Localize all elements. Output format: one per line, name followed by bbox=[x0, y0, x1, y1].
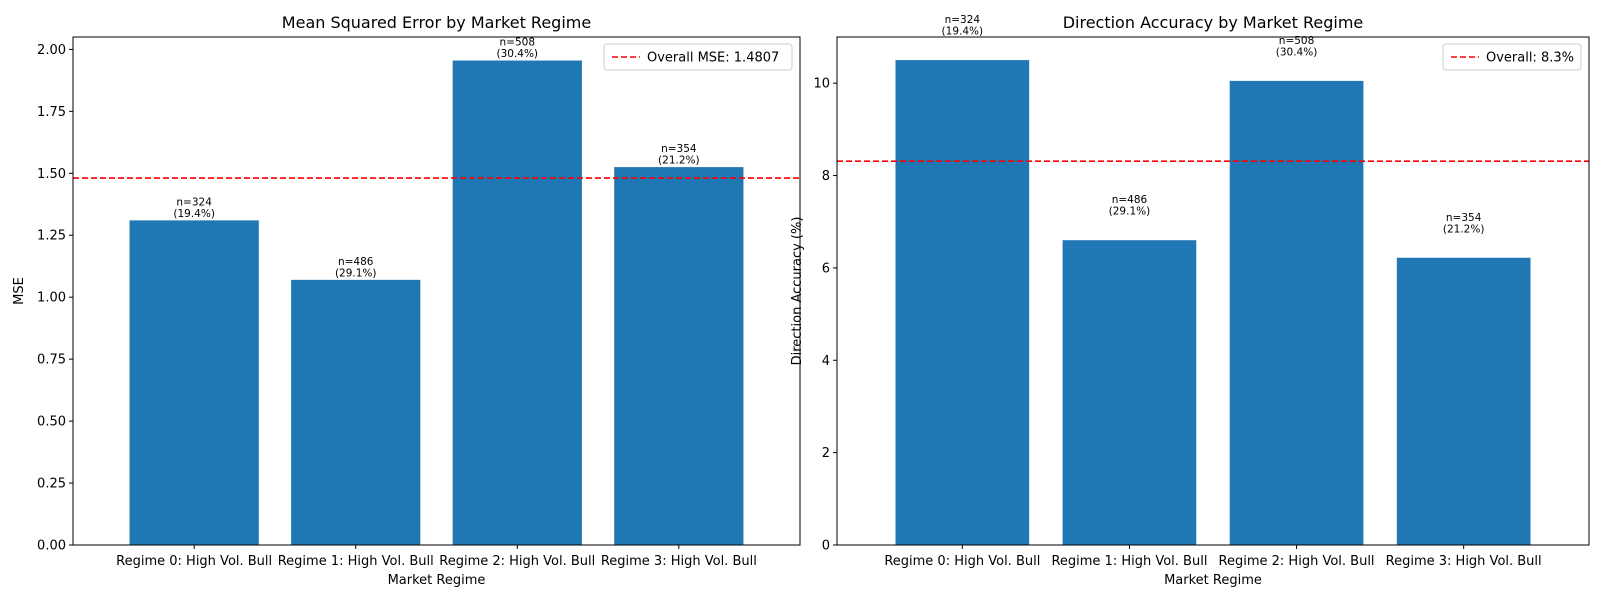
bar-label-line: n=324 bbox=[945, 14, 981, 26]
x-tick-label: Regime 3: High Vol. Bull bbox=[601, 554, 757, 569]
y-tick-label: 1.00 bbox=[37, 291, 66, 306]
x-axis-label: Market Regime bbox=[388, 573, 486, 588]
plot-frame bbox=[72, 36, 801, 546]
bar-0 bbox=[129, 220, 259, 545]
bar-label-2: n=508 (30.4%) bbox=[1276, 35, 1318, 59]
bar-label-line: n=486 bbox=[1112, 194, 1148, 206]
bar-label-line: n=324 bbox=[176, 196, 212, 208]
bar-label-0: n=324 (19.4%) bbox=[942, 14, 984, 38]
bar-label-line: (19.4%) bbox=[173, 208, 215, 220]
bar-1 bbox=[291, 279, 421, 545]
bar-label-line: n=354 bbox=[1446, 212, 1482, 224]
chart-2: n=324 (19.4%) n=486 (29.1%) n=508 (30.4%) n=35… bbox=[790, 13, 1590, 588]
bar-label-line: (19.4%) bbox=[942, 26, 984, 38]
y-axis-label: MSE bbox=[12, 277, 27, 305]
chart-title: Mean Squared Error by Market Regime bbox=[282, 13, 591, 32]
bar-label-line: n=508 bbox=[500, 37, 536, 49]
chart-title: Direction Accuracy by Market Regime bbox=[1063, 13, 1364, 32]
bar-3 bbox=[1396, 257, 1531, 545]
bar-label-3: n=354 (21.2%) bbox=[658, 143, 700, 167]
y-tick-label: 2.00 bbox=[37, 43, 66, 58]
legend-label: Overall MSE: 1.4807 bbox=[647, 51, 779, 66]
bar-1 bbox=[1062, 240, 1197, 545]
y-tick-label: 0.25 bbox=[37, 477, 66, 492]
x-tick-label: Regime 2: High Vol. Bull bbox=[439, 554, 595, 569]
bar-label-3: n=354 (21.2%) bbox=[1443, 212, 1485, 236]
x-tick-label: Regime 0: High Vol. Bull bbox=[884, 554, 1040, 569]
y-tick-label: 2 bbox=[822, 446, 830, 461]
y-tick-label: 0.75 bbox=[37, 353, 66, 368]
plot-frame bbox=[836, 36, 1590, 546]
bar-label-line: (21.2%) bbox=[658, 155, 700, 167]
bar-label-2: n=508 (30.4%) bbox=[496, 37, 538, 61]
x-tick-label: Regime 0: High Vol. Bull bbox=[116, 554, 272, 569]
x-tick-label: Regime 1: High Vol. Bull bbox=[278, 554, 434, 569]
bar-0 bbox=[895, 60, 1030, 546]
bar-label-line: n=354 bbox=[661, 143, 697, 155]
bar-label-line: n=486 bbox=[338, 256, 374, 268]
legend-box bbox=[603, 43, 793, 71]
bar-3 bbox=[614, 167, 744, 545]
bar-label-line: (21.2%) bbox=[1443, 223, 1485, 235]
y-tick-label: 1.50 bbox=[37, 167, 66, 182]
bar-label-line: (30.4%) bbox=[1276, 46, 1318, 58]
bar-label-line: (30.4%) bbox=[496, 48, 538, 60]
legend-box bbox=[1442, 43, 1582, 71]
bar-2 bbox=[452, 60, 582, 545]
bar-label-line: n=508 bbox=[1279, 35, 1315, 47]
bar-label-1: n=486 (29.1%) bbox=[335, 256, 377, 280]
x-tick-label: Regime 3: High Vol. Bull bbox=[1386, 554, 1542, 569]
x-axis-label: Market Regime bbox=[1164, 573, 1262, 588]
x-tick-label: Regime 2: High Vol. Bull bbox=[1219, 554, 1375, 569]
x-tick-label: Regime 1: High Vol. Bull bbox=[1051, 554, 1207, 569]
bar-label-line: (29.1%) bbox=[1109, 206, 1151, 218]
bar-label-line: (29.1%) bbox=[335, 267, 377, 279]
bar-label-1: n=486 (29.1%) bbox=[1109, 194, 1151, 218]
y-tick-label: 1.25 bbox=[37, 229, 66, 244]
y-tick-label: 0.50 bbox=[37, 415, 66, 430]
legend-label: Overall: 8.3% bbox=[1486, 51, 1574, 66]
y-tick-label: 4 bbox=[822, 354, 830, 369]
y-tick-label: 10 bbox=[813, 77, 830, 92]
bar-label-0: n=324 (19.4%) bbox=[173, 196, 215, 220]
y-tick-label: 6 bbox=[822, 261, 830, 276]
y-tick-label: 0 bbox=[822, 539, 830, 554]
y-tick-label: 1.75 bbox=[37, 105, 66, 120]
chart-1: n=324 (19.4%) n=486 (29.1%) n=508 (30.4%) n=35… bbox=[12, 13, 801, 588]
bar-2 bbox=[1229, 80, 1364, 546]
y-tick-label: 8 bbox=[822, 169, 830, 184]
y-axis-label: Direction Accuracy (%) bbox=[790, 217, 805, 366]
y-tick-label: 0.00 bbox=[37, 539, 66, 554]
